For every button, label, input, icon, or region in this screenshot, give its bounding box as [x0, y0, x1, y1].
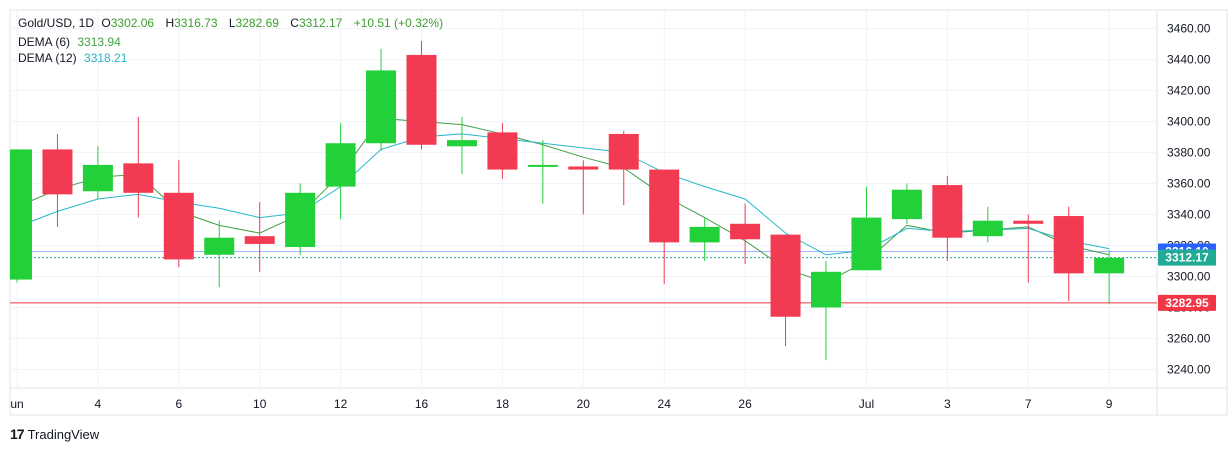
high-key: H	[165, 16, 175, 30]
x-tick-label: 9	[1106, 397, 1113, 411]
dema12-line	[16, 133, 1110, 256]
candle-body[interactable]	[42, 149, 73, 195]
x-tick-label: 4	[95, 397, 102, 411]
candle-body[interactable]	[568, 166, 599, 170]
x-tick-label: 24	[658, 397, 672, 411]
open-value: 3302.06	[110, 16, 155, 30]
x-tick-label: 10	[253, 397, 267, 411]
x-tick-label: Jul	[859, 397, 874, 411]
y-tick-label: 3360.00	[1167, 177, 1211, 191]
y-tick-label: 3340.00	[1167, 207, 1211, 221]
candle-body[interactable]	[204, 237, 235, 255]
candle-body[interactable]	[244, 236, 275, 244]
y-tick-label: 3380.00	[1167, 146, 1211, 160]
candle-body[interactable]	[527, 164, 558, 167]
candle-body[interactable]	[1053, 216, 1084, 274]
dema6-label: DEMA (6)	[18, 35, 71, 49]
candle-body[interactable]	[608, 133, 639, 170]
y-tick-label: 3460.00	[1167, 22, 1211, 36]
dema12-label: DEMA (12)	[18, 51, 77, 65]
candle-body[interactable]	[163, 192, 194, 260]
dema6-line	[16, 117, 1110, 284]
candle-body[interactable]	[123, 163, 154, 193]
x-tick-label: 7	[1025, 397, 1032, 411]
candle-body[interactable]	[446, 140, 477, 147]
low-key: L	[228, 16, 236, 30]
candle-body[interactable]	[730, 223, 761, 240]
y-tick-label: 3300.00	[1167, 269, 1211, 283]
y-tick-label: 3420.00	[1167, 84, 1211, 98]
x-tick-label: 20	[577, 397, 591, 411]
low-value: 3282.69	[235, 16, 279, 30]
change-value: +10.51 (+0.32%)	[353, 16, 444, 30]
candle-body[interactable]	[10, 149, 32, 280]
x-tick-label: 3	[944, 397, 951, 411]
candle-body[interactable]	[932, 185, 963, 238]
candle-body[interactable]	[891, 189, 922, 220]
y-tick-label: 3260.00	[1167, 331, 1211, 345]
high-value: 3316.73	[174, 16, 218, 30]
close-key: C	[290, 16, 299, 30]
candle-body[interactable]	[851, 217, 882, 271]
candle-body[interactable]	[972, 220, 1003, 237]
ohlc-legend: Gold/USD, 1D O3302.06 H3316.73 L3282.69 …	[18, 16, 447, 30]
dema12-value: 3318.21	[84, 51, 128, 65]
close-label: 3312.17	[1165, 251, 1209, 265]
dema12-legend[interactable]: DEMA (12) 3318.21	[18, 51, 131, 65]
candle-body[interactable]	[1013, 220, 1044, 224]
candle-body[interactable]	[325, 143, 356, 187]
close-value: 3312.17	[298, 16, 343, 30]
low-line-label: 3282.95	[1165, 296, 1209, 310]
y-tick-label: 3400.00	[1167, 115, 1211, 129]
x-tick-label: 12	[334, 397, 348, 411]
candle-body[interactable]	[82, 164, 113, 192]
x-tick-label: 18	[496, 397, 510, 411]
candle-body[interactable]	[649, 169, 680, 243]
candle-body[interactable]	[811, 271, 841, 308]
x-tick-label: 16	[415, 397, 429, 411]
y-tick-label: 3240.00	[1167, 362, 1211, 376]
open-key: O	[101, 16, 111, 30]
symbol-label[interactable]: Gold/USD, 1D	[18, 16, 95, 30]
low-line-label-box	[1158, 294, 1216, 311]
candle-body[interactable]	[487, 132, 518, 170]
brand-name: TradingView	[27, 426, 100, 442]
candle-body[interactable]	[366, 70, 397, 144]
candle-body[interactable]	[689, 226, 720, 243]
candle-body[interactable]	[285, 192, 316, 248]
x-tick-label: un	[10, 397, 23, 411]
tradingview-logo-icon: 17	[10, 426, 25, 442]
candle-body[interactable]	[1094, 257, 1125, 274]
candle-body[interactable]	[406, 54, 437, 145]
tradingview-brand[interactable]: 17 TradingView	[10, 426, 99, 442]
x-tick-label: 26	[738, 397, 752, 411]
candle-body[interactable]	[770, 234, 801, 317]
dema6-value: 3313.94	[77, 35, 121, 49]
dema6-legend[interactable]: DEMA (6) 3313.94	[18, 35, 125, 49]
close-label-box	[1158, 249, 1216, 266]
y-tick-label: 3440.00	[1167, 53, 1211, 67]
x-tick-label: 6	[175, 397, 182, 411]
